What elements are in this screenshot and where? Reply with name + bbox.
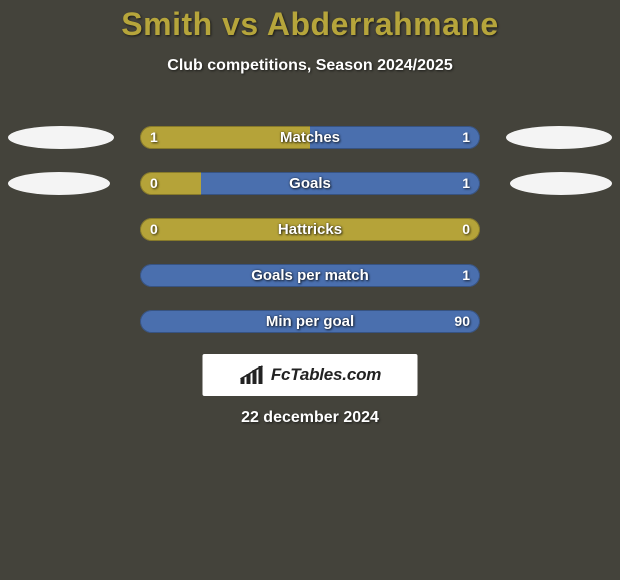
bar-fill-left (140, 126, 310, 149)
logo-box: FcTables.com (203, 354, 418, 396)
stats-container: 11Matches 01Goals 00Hattricks 1Goals per ma… (0, 126, 620, 356)
stat-row: 1Goals per match (0, 264, 620, 287)
subtitle: Club competitions, Season 2024/2025 (0, 57, 620, 75)
left-marker-oval (8, 172, 110, 195)
bar-fill-left (140, 218, 480, 241)
stat-row: 01Goals (0, 172, 620, 195)
bar-fill-left (140, 172, 201, 195)
right-marker-oval (510, 172, 612, 195)
stat-row: 11Matches (0, 126, 620, 149)
logo-bars-icon (239, 364, 267, 386)
stat-row: 00Hattricks (0, 218, 620, 241)
right-marker-oval (506, 126, 612, 149)
stat-row: 90Min per goal (0, 310, 620, 333)
logo-text: FcTables.com (271, 365, 381, 385)
bar-fill-right (140, 310, 480, 333)
bar-fill-right (201, 172, 480, 195)
stat-bar: 01Goals (140, 172, 480, 195)
bar-fill-right (310, 126, 480, 149)
stat-bar: 1Goals per match (140, 264, 480, 287)
stat-bar: 00Hattricks (140, 218, 480, 241)
stat-bar: 11Matches (140, 126, 480, 149)
page-title: Smith vs Abderrahmane (0, 0, 620, 43)
stat-bar: 90Min per goal (140, 310, 480, 333)
comparison-infographic: Smith vs Abderrahmane Club competitions,… (0, 0, 620, 580)
date-text: 22 december 2024 (0, 409, 620, 427)
left-marker-oval (8, 126, 114, 149)
bar-fill-right (140, 264, 480, 287)
